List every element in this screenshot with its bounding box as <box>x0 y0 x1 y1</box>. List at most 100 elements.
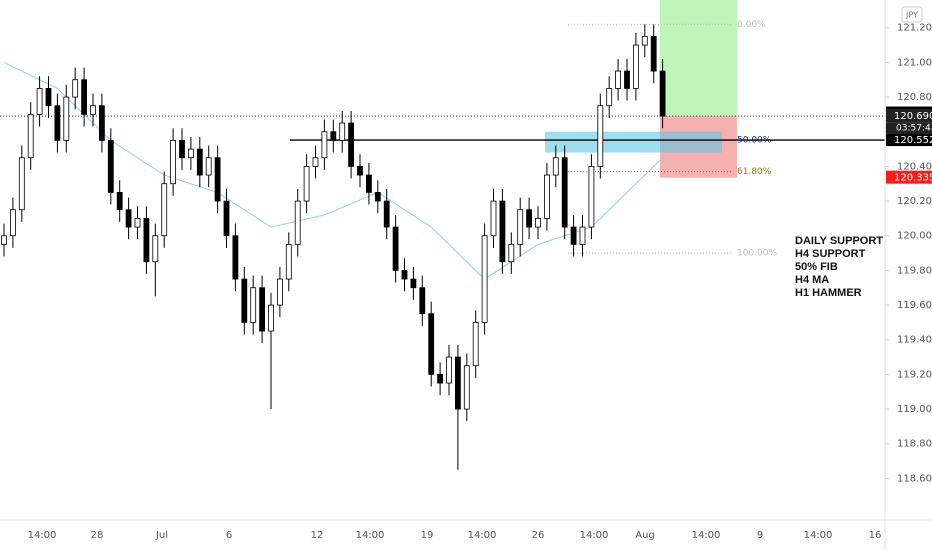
y-tick-label: 120.000 <box>897 231 932 242</box>
candle-body <box>232 235 239 280</box>
candle-body <box>259 287 266 332</box>
candle-body <box>134 217 141 228</box>
candle-body <box>214 157 221 202</box>
candle-body <box>250 287 257 323</box>
price-tag-label: 120.552 <box>894 135 932 146</box>
price-tag-label: 120.690 <box>894 111 932 122</box>
support-zone <box>545 131 722 153</box>
x-tick-label: 9 <box>757 530 763 541</box>
candle-body <box>365 174 372 193</box>
candle-body <box>330 131 337 141</box>
x-tick-label: 6 <box>226 530 232 541</box>
candle-body <box>285 243 292 280</box>
candle-body <box>383 200 390 228</box>
candle-body <box>419 287 426 315</box>
plot-area: 0.00%50.00%61.80%100.00%DAILY SUPPORTH4 … <box>0 0 885 470</box>
candle-body <box>63 96 70 141</box>
candle-body <box>428 313 435 375</box>
annotation: H1 HAMMER <box>795 287 862 299</box>
candle-body <box>36 88 43 115</box>
candle-body <box>517 209 524 245</box>
y-tick-label: 119.200 <box>897 369 932 380</box>
candle-body <box>276 278 283 306</box>
annotation: H4 SUPPORT <box>795 248 866 260</box>
candle-body <box>18 157 25 211</box>
candle-body <box>535 217 541 228</box>
y-tick-label: 120.200 <box>897 196 932 207</box>
candle-body <box>357 165 363 176</box>
candle-body <box>268 304 274 332</box>
candle-body <box>597 105 604 167</box>
price-tag <box>886 170 932 184</box>
price-tag <box>886 109 932 123</box>
candle-body <box>633 44 639 89</box>
candle-body <box>508 243 515 263</box>
candle-body <box>27 114 34 159</box>
candle-body <box>374 191 381 202</box>
candle-body <box>107 139 114 193</box>
candle-body <box>205 157 212 176</box>
candle-body <box>392 226 399 271</box>
candle-body <box>152 235 159 263</box>
candle-body <box>339 122 346 141</box>
x-tick-label: 19 <box>421 530 434 541</box>
candle-body <box>499 200 506 263</box>
x-tick-label: 12 <box>311 530 324 541</box>
x-tick-label: 14:00 <box>356 530 385 541</box>
y-tick-label: 121.000 <box>897 57 932 68</box>
y-tick-label: 119.000 <box>897 404 932 415</box>
candle-body <box>125 209 132 228</box>
candle-body <box>481 235 488 323</box>
candle-body <box>463 365 470 410</box>
candle-body <box>437 373 444 384</box>
symbol-badge-box <box>901 6 923 23</box>
candle-body <box>570 226 577 245</box>
candle-body <box>401 269 408 280</box>
candle-body <box>161 183 168 237</box>
candle-body <box>472 321 479 367</box>
fib-label: 0.00% <box>737 20 766 30</box>
candle-body <box>544 174 550 219</box>
target-zone <box>660 0 737 117</box>
candle-body <box>312 157 319 167</box>
candle-body <box>526 209 532 228</box>
candle-body <box>99 105 105 141</box>
candle-body <box>54 105 61 141</box>
fib-label: 61.80% <box>737 167 772 177</box>
countdown-bg <box>886 122 932 135</box>
x-tick-label: 14:00 <box>692 530 721 541</box>
candle-body <box>588 165 595 228</box>
candle-body <box>143 217 150 263</box>
candle-body <box>552 157 559 176</box>
candle-body <box>187 148 194 159</box>
x-tick-label: 14:00 <box>28 530 57 541</box>
candle-body <box>641 36 648 46</box>
candle-body <box>348 122 355 167</box>
candle-body <box>241 278 248 323</box>
candle-body <box>170 139 177 185</box>
candle-body <box>72 79 79 98</box>
candle-body <box>561 157 568 228</box>
candle-body <box>294 200 301 245</box>
x-tick-label: 26 <box>532 530 545 541</box>
candle-body <box>650 36 657 72</box>
candle-body <box>446 356 452 384</box>
candle-body <box>615 70 621 89</box>
y-tick-label: 120.800 <box>897 92 932 103</box>
x-tick-label: 14:00 <box>580 530 609 541</box>
candle-body <box>321 131 328 159</box>
candle-body <box>410 278 417 289</box>
axes: 118.600 118.800 119.000 119.200 119.400 119.6… <box>28 6 932 541</box>
y-tick-label: 119.400 <box>897 335 932 346</box>
price-tag-label: 120.335 <box>894 173 932 184</box>
candle-body <box>45 88 52 107</box>
x-tick-label: 14:00 <box>468 530 497 541</box>
price-tag <box>886 133 932 147</box>
candle-body <box>196 148 203 176</box>
y-tick-label: 118.800 <box>897 439 932 450</box>
x-tick-label: 28 <box>91 530 104 541</box>
fib-label: 100.00% <box>737 249 777 259</box>
y-tick-label: 118.600 <box>897 473 932 484</box>
